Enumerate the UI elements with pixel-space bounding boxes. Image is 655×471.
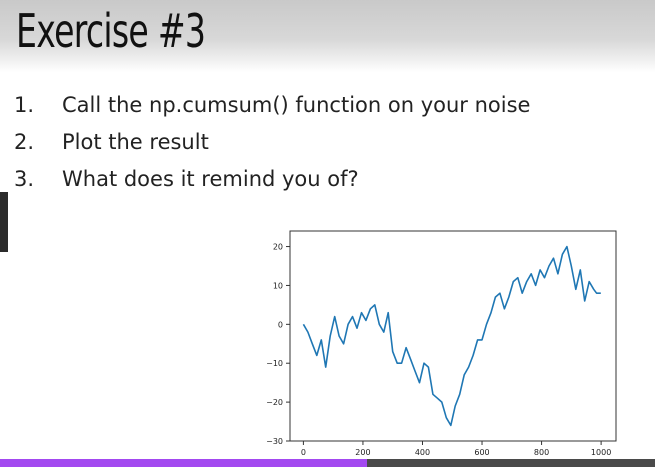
presentation-progress-fill [0,459,367,467]
y-tick-label: 0 [278,320,283,329]
y-tick-label: 20 [273,243,283,252]
slide-title: Exercise #3 [16,4,206,58]
step-number: 3. [14,167,35,191]
exercise-steps: 1. Call the np.cumsum() function on your… [14,93,530,204]
y-tick-label: −10 [266,359,283,368]
presentation-progress-track[interactable] [0,459,655,467]
step-text: Plot the result [62,130,209,154]
list-item: 3. What does it remind you of? [14,167,530,204]
y-axis: −30 −20 −10 0 10 20 [266,243,290,446]
step-text: Call the np.cumsum() function on your no… [62,93,531,117]
step-number: 1. [14,93,35,117]
series-line [302,245,601,427]
side-tab [0,192,8,252]
list-item: 2. Plot the result [14,130,530,167]
y-tick-label: −30 [266,437,283,446]
plot-frame [289,230,617,442]
x-tick-label: 0 [301,448,306,457]
step-number: 2. [14,130,35,154]
x-tick-label: 200 [355,448,370,457]
y-tick-label: 10 [273,281,283,290]
y-tick-label: −20 [266,398,283,407]
x-tick-label: 800 [534,448,549,457]
x-tick-label: 400 [415,448,430,457]
list-item: 1. Call the np.cumsum() function on your… [14,93,530,130]
x-axis: 0 200 400 600 800 1000 [301,441,611,457]
step-text: What does it remind you of? [62,167,359,191]
title-bar: Exercise #3 [0,0,655,72]
x-tick-label: 1000 [591,448,611,457]
x-tick-label: 600 [474,448,489,457]
